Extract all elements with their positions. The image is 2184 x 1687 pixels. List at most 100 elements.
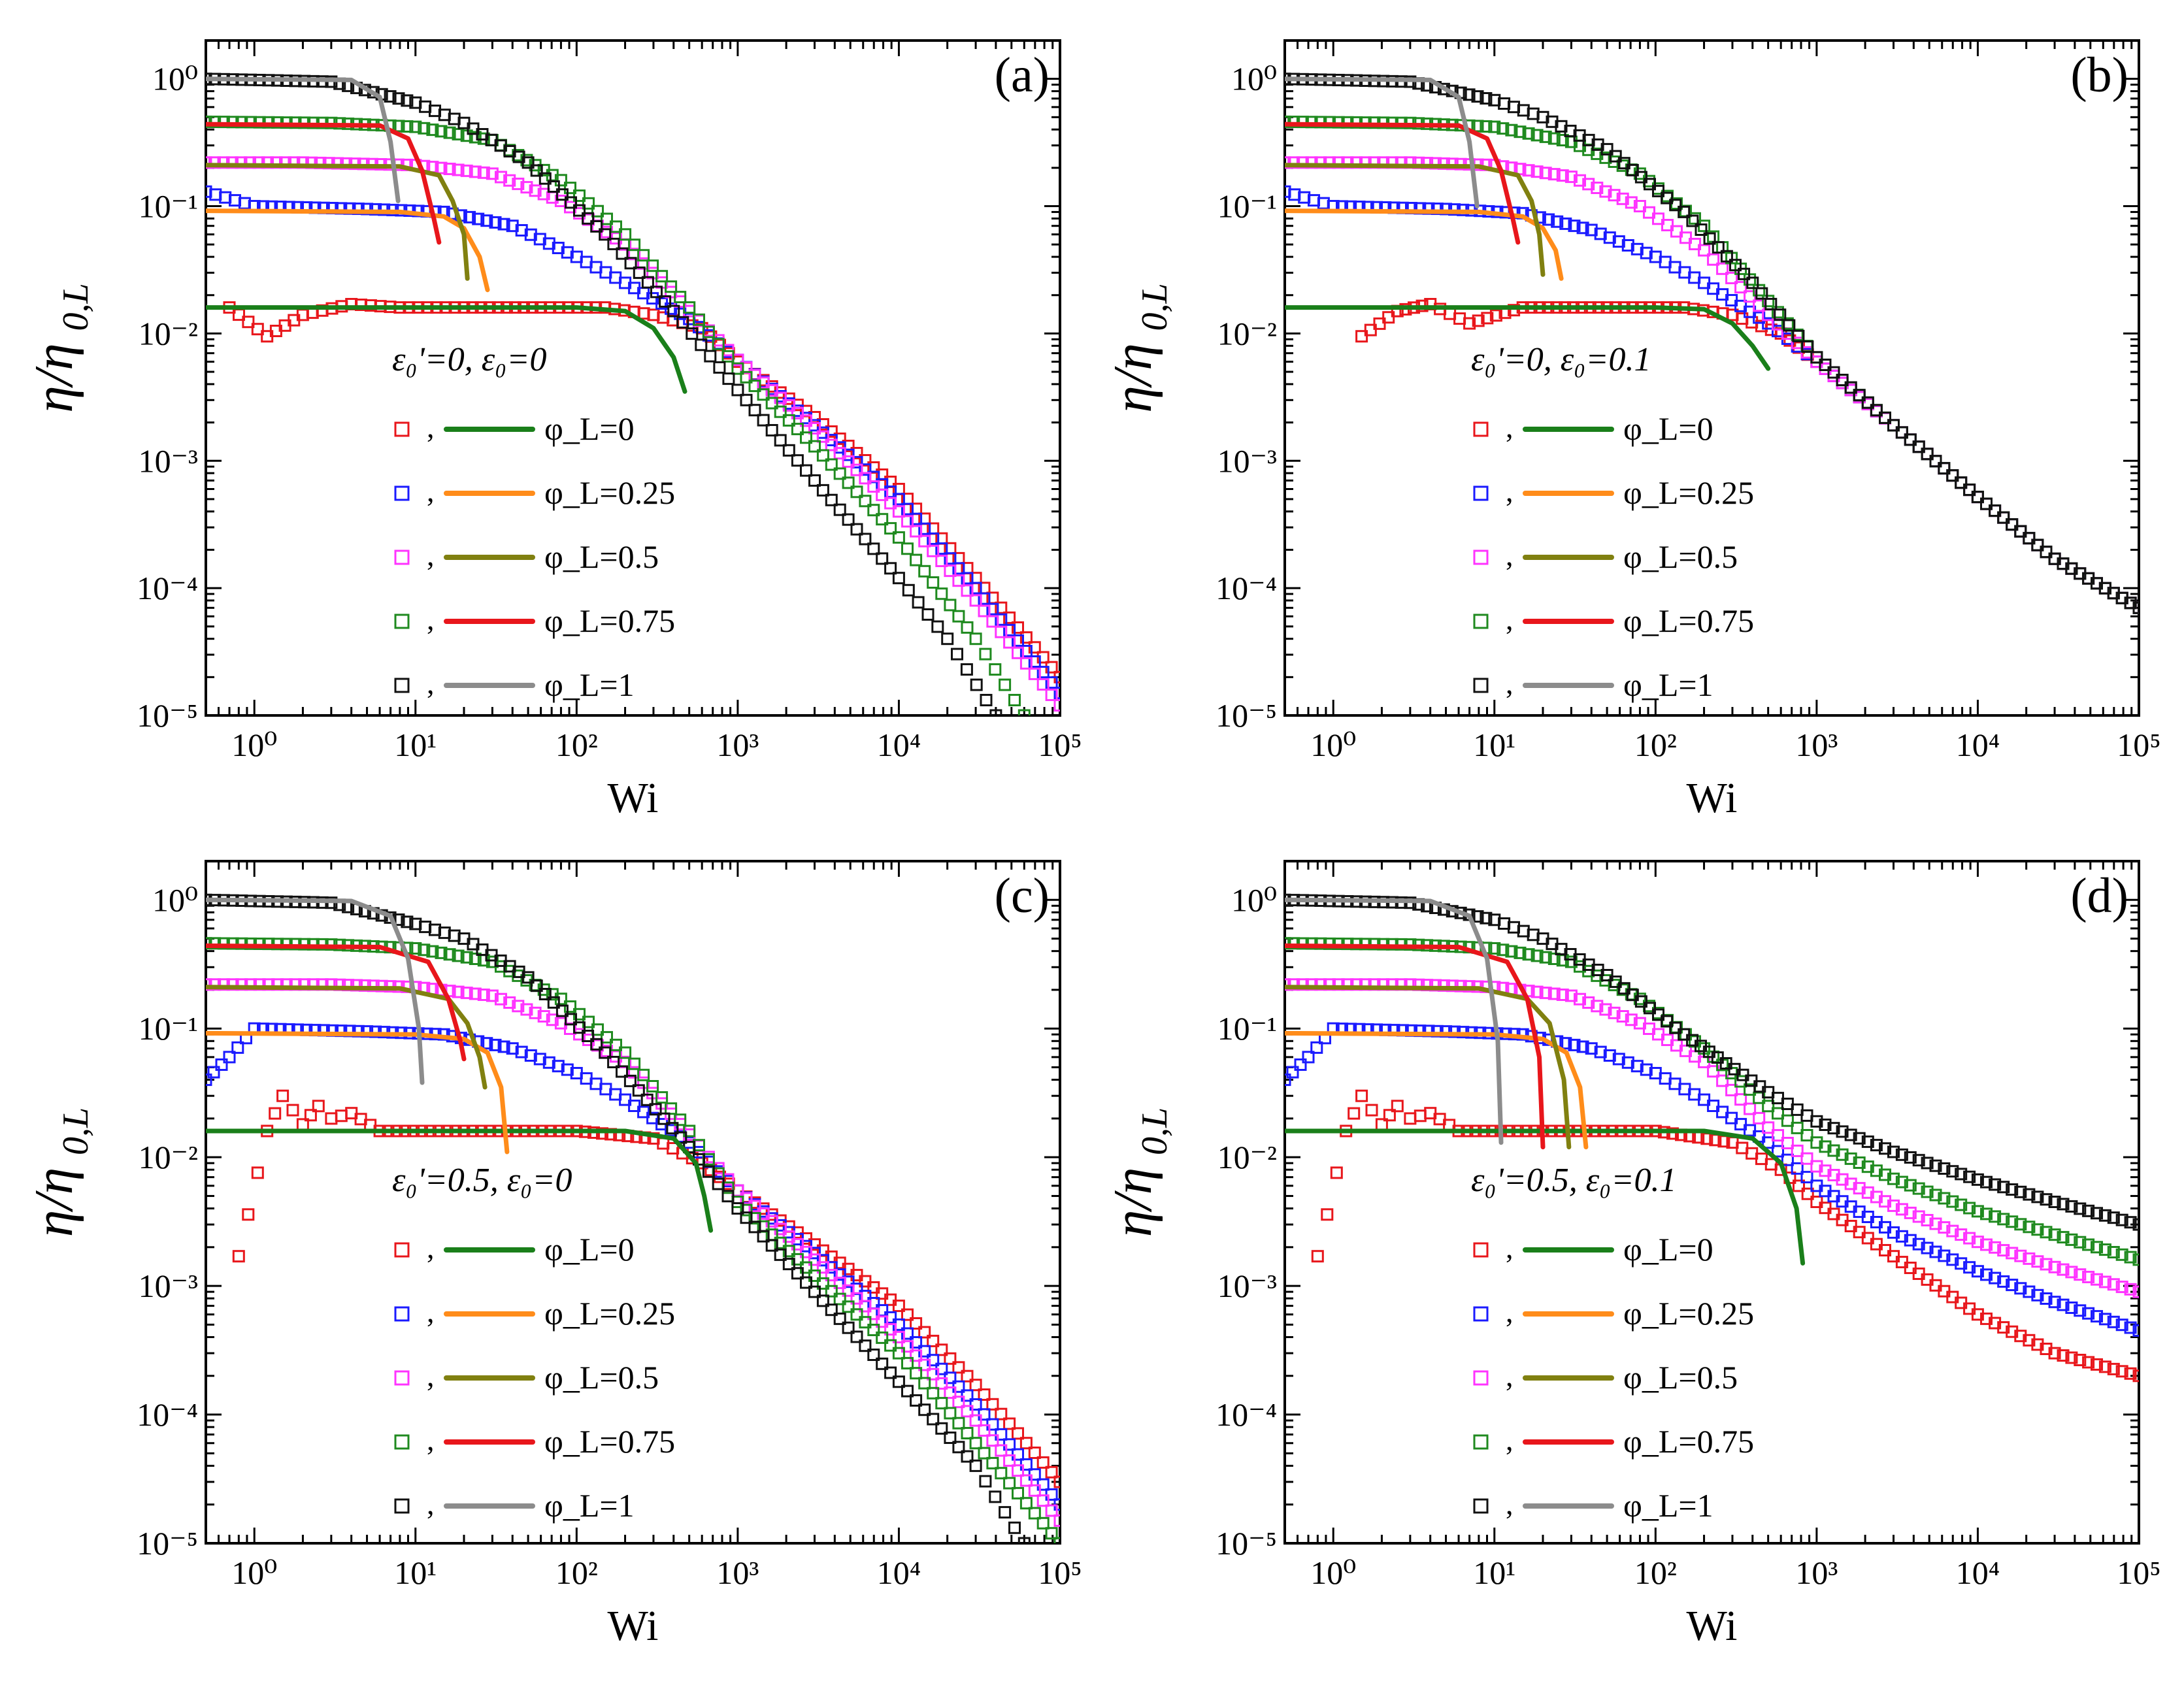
data-point	[1938, 1192, 1951, 1205]
data-point	[995, 601, 1008, 614]
data-point	[2057, 1198, 2070, 1211]
legend-marker	[394, 1242, 410, 1258]
theory-curve-4	[206, 897, 425, 1085]
data-point	[1612, 1053, 1625, 1066]
data-point	[969, 1379, 982, 1392]
x-axis-label: Wi	[1687, 1602, 1738, 1650]
data-point	[901, 1340, 914, 1353]
data-point	[1522, 127, 1535, 140]
plot-frame	[1283, 860, 2140, 1545]
legend-marker	[1473, 549, 1489, 565]
data-point	[695, 338, 708, 352]
data-point	[350, 979, 363, 992]
legend-label: φ_L=0.75	[1623, 602, 1754, 639]
data-point	[842, 440, 855, 452]
data-point	[876, 488, 889, 501]
x-tick-label: 10¹	[394, 1554, 437, 1591]
data-point	[674, 1113, 687, 1126]
data-point	[226, 978, 239, 991]
data-point	[876, 513, 889, 526]
y-tick-label: 10⁰	[1231, 61, 1277, 97]
data-point	[2074, 1268, 2087, 1281]
data-point	[1912, 1237, 1925, 1251]
legend-separator: ,	[1506, 538, 1514, 572]
sim-series-1	[1285, 1022, 2139, 1337]
data-point	[2048, 1296, 2061, 1309]
legend-separator: ,	[1506, 1423, 1514, 1456]
data-point	[2124, 1367, 2137, 1380]
data-point	[935, 1422, 948, 1435]
data-point	[477, 166, 490, 179]
data-point	[2006, 1215, 2019, 1228]
data-point	[901, 502, 914, 516]
data-point	[989, 1490, 1002, 1503]
data-point	[1019, 657, 1033, 670]
data-point	[995, 1407, 1008, 1420]
data-point	[961, 584, 974, 597]
data-point	[842, 1321, 855, 1334]
data-point	[2082, 1271, 2095, 1283]
data-point	[552, 1060, 565, 1073]
data-point	[1819, 1140, 1832, 1153]
data-point	[217, 978, 230, 991]
data-point	[1844, 1152, 1857, 1165]
data-point	[1019, 645, 1033, 657]
data-point	[2115, 1318, 2128, 1332]
data-point	[927, 576, 940, 589]
data-point	[1437, 979, 1450, 992]
legend-label: φ_L=1	[1623, 1487, 1713, 1524]
data-point	[2040, 1226, 2053, 1239]
data-point	[683, 1124, 696, 1138]
data-point	[1556, 169, 1569, 182]
legend-label: φ_L=0.5	[1623, 538, 1738, 575]
data-point	[944, 1386, 957, 1399]
data-point	[892, 505, 905, 518]
data-point	[901, 542, 914, 555]
data-point	[616, 1065, 628, 1078]
data-point	[1497, 943, 1510, 957]
legend-separator: ,	[1506, 410, 1514, 444]
y-tick-label: 10⁻²	[1217, 1139, 1277, 1175]
data-point	[1963, 1232, 1976, 1245]
data-point	[918, 522, 931, 535]
data-point	[969, 1437, 982, 1450]
data-point	[1311, 1250, 1324, 1263]
data-point	[876, 1315, 889, 1328]
data-point	[1640, 1063, 1653, 1076]
data-point	[358, 979, 371, 992]
data-point	[816, 1261, 829, 1274]
data-point	[2107, 1211, 2120, 1224]
data-point	[655, 1091, 669, 1104]
data-point	[2107, 1362, 2120, 1375]
data-point	[1703, 232, 1716, 245]
x-tick-label: 10⁵	[1038, 1554, 1082, 1591]
data-point	[1302, 1051, 1315, 1064]
data-point	[1341, 938, 1354, 951]
data-point	[1489, 309, 1502, 322]
data-point	[825, 438, 838, 451]
data-point	[1559, 1037, 1572, 1050]
y-tick-label: 10⁻⁴	[137, 570, 198, 606]
data-point	[537, 188, 550, 201]
data-point	[986, 615, 999, 628]
data-point	[573, 1021, 586, 1034]
legend-separator: ,	[427, 474, 435, 508]
data-point	[1819, 358, 1832, 371]
data-point	[842, 1275, 855, 1288]
data-point	[901, 1327, 914, 1340]
data-point	[986, 1434, 999, 1447]
data-point	[2132, 1369, 2139, 1383]
data-point	[235, 978, 248, 991]
data-point	[986, 1456, 999, 1469]
data-point	[791, 1267, 804, 1280]
data-point	[1772, 1145, 1784, 1158]
x-axis-label: Wi	[1687, 774, 1738, 822]
data-point	[884, 1323, 897, 1336]
data-point	[969, 594, 982, 607]
data-point	[1585, 223, 1598, 237]
data-point	[859, 472, 872, 485]
legend-separator: ,	[1506, 474, 1514, 508]
data-point	[460, 164, 473, 177]
data-point	[2031, 1190, 2044, 1204]
data-point	[1594, 1045, 1607, 1058]
